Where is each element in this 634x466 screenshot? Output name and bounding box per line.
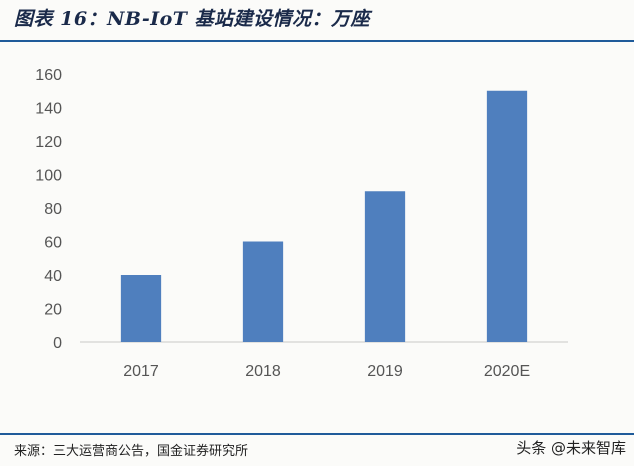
y-tick-label: 80 [44,201,62,218]
bars [120,90,528,342]
y-tick-label: 160 [35,67,62,84]
y-tick-label: 40 [44,268,62,285]
source-note: 来源：三大运营商公告，国金证券研究所 [14,444,249,459]
bar-2020E [486,90,528,342]
bar-2019 [364,191,406,342]
x-tick-label: 2017 [123,363,159,380]
figure-title: 图表 16：NB-IoT 基站建设情况：万座 [14,8,371,30]
y-tick-label: 140 [35,101,62,118]
bar-2017 [120,275,162,342]
x-axis-ticks: 2017 2018 2019 2020E [123,363,530,380]
y-axis-ticks: 0 20 40 60 80 100 120 140 160 [35,67,62,352]
bottom-divider [0,433,634,435]
y-tick-label: 120 [35,134,62,151]
y-tick-label: 20 [44,302,62,319]
x-tick-label: 2018 [245,363,281,380]
x-tick-label: 2019 [367,363,403,380]
y-tick-label: 60 [44,235,62,252]
y-tick-label: 0 [53,335,62,352]
bar-chart: 0 20 40 60 80 100 120 140 160 2017 2018 2019 2020E [35,67,568,380]
x-tick-label: 2020E [484,363,530,380]
bar-2018 [242,241,284,342]
top-divider [0,40,634,42]
watermark: 头条 @未来智库 [516,439,626,457]
y-tick-label: 100 [35,168,62,185]
